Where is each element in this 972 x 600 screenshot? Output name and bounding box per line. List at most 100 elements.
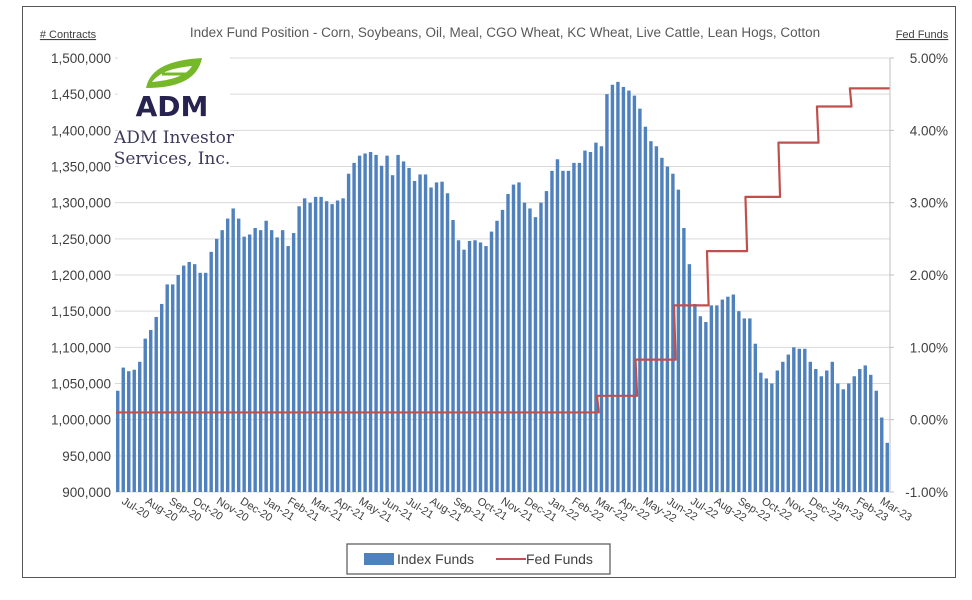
- bar-index-funds: [429, 187, 433, 492]
- bar-index-funds: [874, 390, 878, 492]
- bar-index-funds: [643, 126, 648, 492]
- bar-index-funds: [781, 361, 785, 492]
- y2-tick-label: 3.00%: [910, 196, 948, 211]
- bar-index-funds: [302, 198, 307, 492]
- bar-index-funds: [649, 141, 653, 492]
- bar-index-funds: [330, 204, 334, 492]
- bar-index-funds: [550, 170, 554, 492]
- bar-index-funds: [632, 95, 637, 492]
- bar-index-funds: [368, 152, 373, 493]
- legend-label-fed-funds: Fed Funds: [526, 551, 593, 567]
- bar-index-funds: [346, 173, 351, 492]
- bar-index-funds: [671, 173, 675, 492]
- bar-index-funds: [698, 316, 703, 492]
- bar-index-funds: [792, 347, 796, 492]
- bar-index-funds: [627, 90, 631, 493]
- bar-index-funds: [143, 338, 147, 492]
- bar-index-funds: [858, 369, 862, 492]
- bar-index-funds: [264, 220, 268, 492]
- bar-series-index-funds: [116, 81, 889, 493]
- bar-index-funds: [533, 217, 538, 492]
- y-tick-label: 1,150,000: [51, 304, 111, 319]
- y-tick-label: 1,500,000: [51, 51, 111, 66]
- bar-index-funds: [775, 370, 780, 492]
- bar-index-funds: [731, 294, 736, 492]
- adm-logo: ADM ADM Investor Services, Inc.: [113, 52, 235, 177]
- bar-index-funds: [149, 329, 153, 492]
- bar-index-funds: [440, 181, 444, 492]
- bar-index-funds: [258, 230, 263, 493]
- bar-index-funds: [709, 305, 714, 492]
- bar-index-funds: [517, 182, 521, 492]
- bar-index-funds: [467, 241, 472, 492]
- bar-index-funds: [522, 202, 527, 492]
- bar-index-funds: [390, 175, 395, 492]
- bar-index-funds: [165, 284, 169, 492]
- bar-index-funds: [280, 230, 285, 493]
- y2-tick-label: 5.00%: [910, 51, 948, 66]
- bar-index-funds: [407, 167, 411, 493]
- right-axis-title: Fed Funds: [896, 29, 949, 41]
- bar-index-funds: [583, 150, 587, 492]
- bar-index-funds: [687, 264, 692, 492]
- bar-index-funds: [610, 84, 615, 492]
- bar-index-funds: [324, 201, 329, 492]
- bar-index-funds: [275, 237, 279, 492]
- bar-index-funds: [357, 155, 362, 492]
- bar-index-funds: [242, 236, 246, 492]
- bar-index-funds: [176, 275, 180, 492]
- bar-index-funds: [209, 251, 213, 492]
- line-series-fed-funds: [116, 87, 890, 414]
- bar-index-funds: [511, 184, 516, 493]
- y-tick-label: 1,100,000: [51, 340, 111, 355]
- y-tick-label: 1,000,000: [51, 413, 111, 428]
- bar-index-funds: [214, 238, 219, 492]
- bar-index-funds: [588, 152, 593, 493]
- bar-index-funds: [231, 208, 235, 492]
- bar-index-funds: [682, 227, 686, 492]
- legend-label-index-funds: Index Funds: [397, 551, 474, 567]
- bar-index-funds: [577, 162, 582, 492]
- legend: Index Funds Fed Funds: [346, 543, 611, 575]
- bar-index-funds: [203, 272, 208, 492]
- bar-index-funds: [566, 170, 571, 492]
- bar-index-funds: [814, 369, 818, 492]
- bar-index-funds: [770, 383, 774, 492]
- bar-index-funds: [297, 206, 301, 493]
- leaf-icon: [146, 58, 202, 88]
- bar-index-funds: [660, 157, 664, 492]
- bar-index-funds: [341, 198, 345, 492]
- bar-index-funds: [352, 162, 356, 492]
- bar-index-funds: [225, 218, 230, 492]
- bar-index-funds: [127, 371, 131, 492]
- y-tick-label: 950,000: [62, 449, 111, 464]
- y-tick-label: 1,300,000: [51, 196, 111, 211]
- bar-index-funds: [412, 180, 417, 492]
- bar-index-funds: [693, 303, 697, 492]
- bar-index-funds: [737, 311, 741, 492]
- bar-index-funds: [764, 378, 769, 492]
- bar-index-funds: [121, 367, 125, 492]
- logo-subtitle-line2: Services, Inc.: [114, 149, 231, 169]
- bar-index-funds: [478, 242, 483, 492]
- bar-index-funds: [500, 209, 505, 492]
- bar-index-funds: [434, 182, 439, 492]
- left-axis-title: # Contracts: [40, 29, 97, 41]
- bar-index-funds: [544, 191, 549, 493]
- bar-index-funds: [654, 146, 659, 492]
- bar-index-funds: [528, 208, 532, 492]
- bar-index-funds: [599, 146, 604, 492]
- bar-index-funds: [803, 348, 807, 492]
- bar-index-funds: [154, 316, 158, 492]
- bar-index-funds: [319, 196, 323, 492]
- bar-index-funds: [462, 249, 466, 492]
- bar-index-funds: [313, 196, 318, 492]
- bar-index-funds: [561, 170, 565, 492]
- bar-index-funds: [759, 372, 763, 492]
- y-tick-label: 1,350,000: [51, 160, 111, 175]
- y2-tick-label: -1.00%: [905, 485, 948, 500]
- bar-index-funds: [192, 264, 197, 492]
- y-tick-label: 1,200,000: [51, 268, 111, 283]
- bar-index-funds: [385, 155, 389, 492]
- bar-index-funds: [594, 142, 598, 492]
